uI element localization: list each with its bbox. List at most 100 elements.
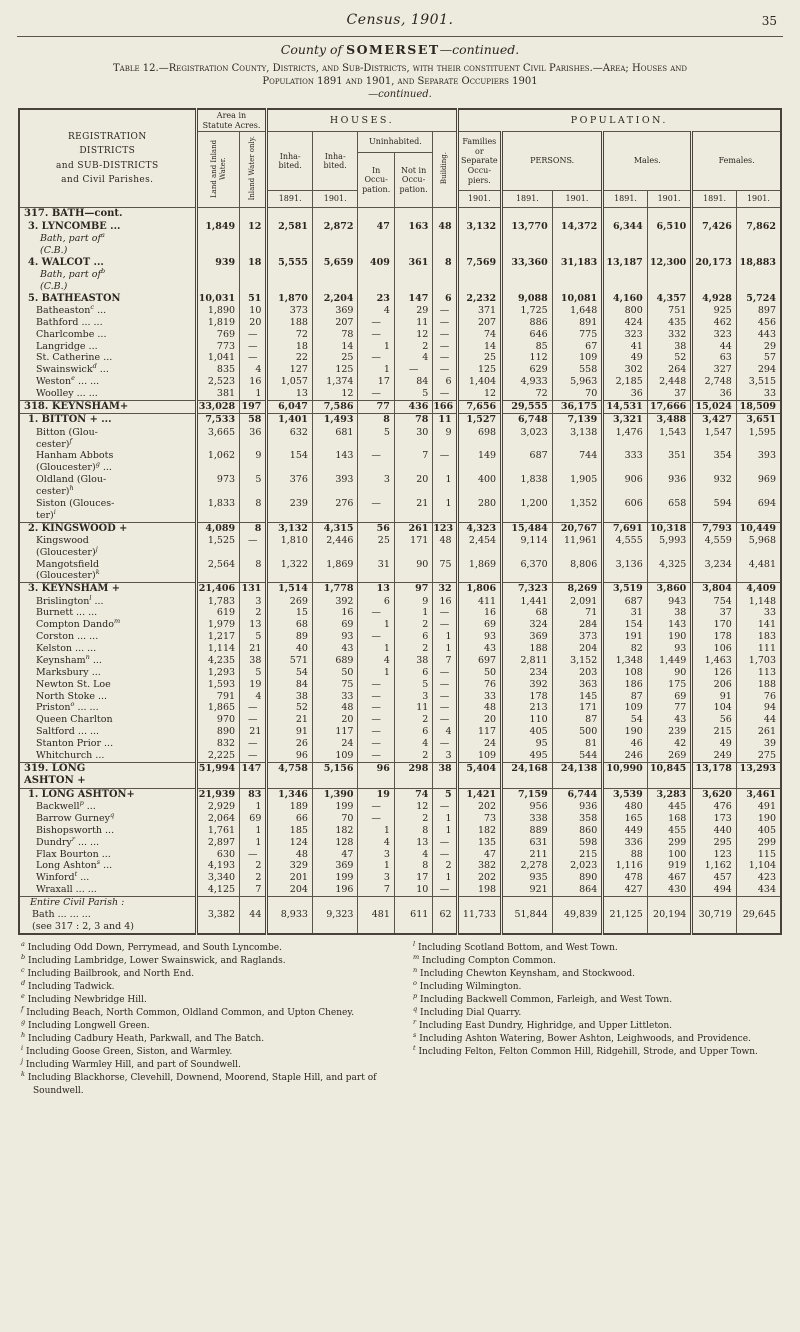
- footnote-marker: q: [109, 810, 115, 819]
- row-label: Barrow Gurneyq: [18, 810, 197, 825]
- value-cell: 1,547: [690, 426, 737, 451]
- value-cell: 38: [646, 607, 692, 620]
- value-cell: 21: [239, 643, 267, 655]
- value-cell: 188: [265, 316, 313, 329]
- value-cell: 10: [239, 304, 267, 317]
- value-cell: 188: [500, 643, 553, 655]
- value-cell: —: [432, 836, 458, 849]
- row-label: 3. LYNCOMBE ...: [18, 220, 197, 233]
- table-row-parish: Burnett ... ... 619 2 15 16—1—16 68 71 31 38 37 33: [18, 607, 781, 620]
- value-cell: 302: [601, 364, 648, 377]
- footnote-marker: d: [21, 978, 26, 987]
- value-cell: [690, 896, 737, 909]
- value-cell: —: [432, 364, 458, 377]
- col-header-area-land: Land and Inland Water.: [194, 131, 241, 209]
- value-cell: 68: [265, 619, 313, 632]
- value-cell: 170: [690, 619, 737, 632]
- row-label: 4. WALCOT ...: [18, 256, 197, 269]
- value-cell: 125: [455, 364, 502, 377]
- value-cell: 1,838: [500, 474, 553, 498]
- value-cell: 163: [393, 220, 433, 233]
- value-cell: 13,293: [735, 761, 781, 789]
- value-cell: —: [357, 714, 395, 727]
- value-cell: 14,531: [601, 399, 648, 414]
- value-cell: 329: [265, 860, 313, 873]
- value-cell: 48: [265, 848, 313, 861]
- footnote-marker: p: [413, 991, 418, 1000]
- value-cell: 689: [311, 654, 358, 667]
- value-cell: 182: [311, 824, 358, 837]
- table-row-sub: 3. LYNCOMBE ... 1,849 12 2,581 2,872 47 163 48 3…: [18, 220, 781, 233]
- table-row-parish: Winfordt ... 3,340 2 201 199 3 17 1 202 935 890 478…: [18, 871, 781, 885]
- value-cell: 178: [690, 631, 737, 644]
- value-cell: 2,023: [551, 860, 603, 873]
- value-cell: 69: [239, 812, 267, 825]
- value-cell: 687: [500, 450, 553, 475]
- value-cell: 3,620: [690, 787, 737, 802]
- value-cell: 1,543: [646, 426, 692, 451]
- value-cell: 83: [239, 787, 267, 802]
- value-cell: —: [357, 702, 395, 715]
- value-cell: 3,023: [500, 426, 553, 451]
- value-cell: 1: [357, 619, 395, 632]
- value-cell: —: [357, 726, 395, 739]
- table-row-entire: Bath ... ... ... (see 317 : 2, 3 and 4) 3,…: [18, 908, 781, 934]
- census-table: REGISTRATION DISTRICTS and SUB-DISTRICTS…: [18, 108, 782, 935]
- value-cell: 171: [393, 534, 433, 559]
- value-cell: 145: [551, 690, 603, 703]
- footnote-marker: g: [95, 460, 100, 469]
- row-label: Keynshamn ...: [18, 654, 197, 667]
- value-cell: 687: [601, 595, 648, 608]
- value-cell: —: [432, 352, 458, 365]
- value-cell: 24: [455, 738, 502, 750]
- value-cell: 1,865: [194, 702, 240, 715]
- value-cell: [239, 268, 267, 293]
- table-row-parish: Newton St. Loe 1,593 19 84 75—5—76 392 363 186 1…: [18, 678, 781, 691]
- value-cell: 33: [735, 388, 781, 401]
- value-cell: [551, 232, 603, 257]
- value-cell: 201: [265, 872, 313, 885]
- value-cell: 2,872: [311, 220, 358, 233]
- row-label: 1. LONG ASHTON+: [18, 787, 197, 802]
- table-row-sub: 3. KEYNSHAM +21,406 131 1,514 1,778 13 97 32 1,…: [18, 582, 781, 596]
- value-cell: 1: [239, 801, 267, 813]
- value-cell: 50: [455, 666, 502, 679]
- value-cell: 2: [393, 812, 433, 825]
- value-cell: 13,187: [601, 256, 648, 269]
- value-cell: 333: [601, 450, 648, 475]
- value-cell: 1,116: [601, 860, 648, 873]
- value-cell: 299: [735, 836, 781, 849]
- table-row-parish: Bishopsworth ... 1,761 1 185 182 1 8 1 182 889 860…: [18, 824, 781, 837]
- value-cell: 1: [432, 872, 458, 885]
- value-cell: 495: [500, 749, 553, 763]
- value-cell: 20: [239, 316, 267, 329]
- value-cell: 90: [393, 558, 433, 583]
- value-cell: 4: [432, 726, 458, 739]
- value-cell: 88: [601, 848, 648, 861]
- value-cell: 211: [500, 848, 553, 861]
- value-cell: 5: [393, 678, 433, 691]
- value-cell: 4: [393, 352, 433, 365]
- value-cell: 500: [551, 726, 603, 739]
- value-cell: 246: [601, 749, 648, 763]
- value-cell: 56: [690, 714, 737, 727]
- value-cell: 188: [735, 678, 781, 691]
- value-cell: 1: [357, 860, 395, 873]
- county-suffix: —continued.: [439, 42, 520, 57]
- value-cell: [393, 268, 433, 293]
- census-table-body: 317. BATH—cont. 3. LYNCOMBE ... 1,849 12 2,5…: [18, 207, 781, 934]
- footnote-marker: h: [69, 483, 74, 492]
- footnote-g: g Including Longwell Green.: [21, 1017, 150, 1031]
- value-cell: 630: [194, 848, 240, 861]
- value-cell: 276: [311, 497, 358, 523]
- value-cell: 3,132: [455, 220, 502, 233]
- value-cell: 363: [551, 678, 603, 691]
- row-label: Bishopsworth ...: [18, 824, 197, 837]
- value-cell: [432, 232, 458, 257]
- value-cell: 12: [311, 388, 358, 401]
- value-cell: —: [432, 607, 458, 620]
- value-cell: 11: [393, 702, 433, 715]
- value-cell: [393, 207, 433, 221]
- value-cell: 47: [357, 220, 395, 233]
- value-cell: —: [432, 328, 458, 341]
